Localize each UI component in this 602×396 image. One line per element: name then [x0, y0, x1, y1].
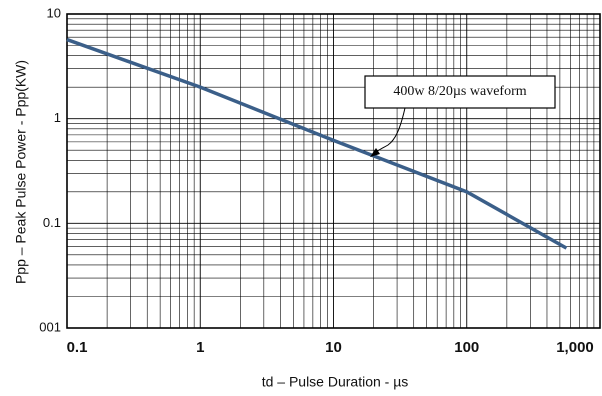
- arrow-head: [370, 148, 380, 157]
- y-tick-label: 001: [39, 319, 61, 334]
- data-line: [66, 37, 568, 250]
- x-tick-label: 100: [454, 339, 479, 356]
- annotation-box: [364, 75, 556, 109]
- x-axis-label: td – Pulse Duration - µs: [262, 374, 409, 390]
- annotation-arrow: [371, 107, 406, 156]
- y-tick-label: 1: [54, 110, 61, 125]
- annotation: 400w 8/20µs waveform: [393, 84, 526, 99]
- y-axis-label: Ppp – Peak Pulse Power - Ppp(KW): [13, 60, 29, 284]
- x-tick-label: 1,000: [556, 339, 594, 356]
- x-tick-label: 10: [325, 339, 342, 356]
- plot-frame: [66, 13, 601, 329]
- x-tick-label: 0.1: [67, 339, 88, 356]
- y-tick-label: 0.1: [43, 215, 61, 230]
- x-tick-label: 1: [196, 339, 204, 356]
- y-tick-label: 10: [47, 5, 61, 20]
